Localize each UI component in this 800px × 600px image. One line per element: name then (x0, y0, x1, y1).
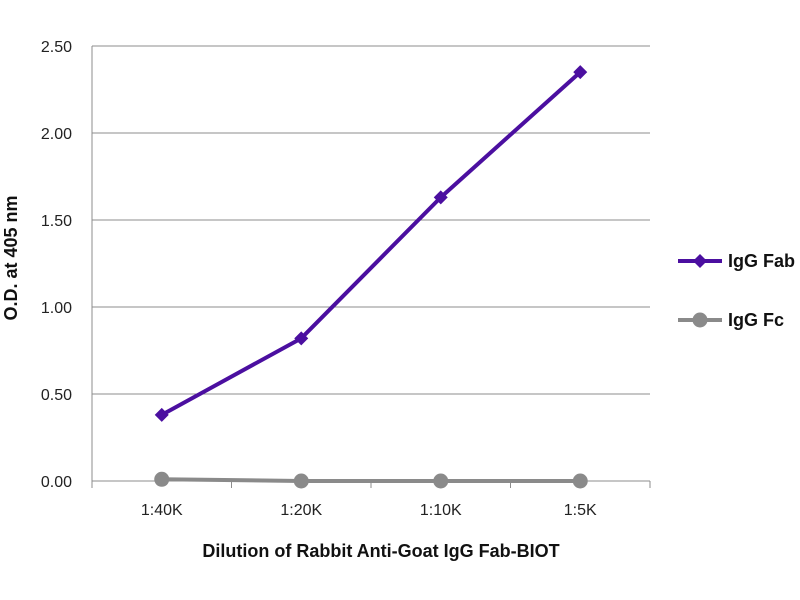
x-tick-label: 1:10K (420, 502, 462, 519)
data-point (573, 65, 588, 80)
y-tick-label: 2.50 (41, 39, 72, 56)
data-point (293, 473, 309, 489)
data-point (572, 473, 588, 489)
x-axis-title: Dilution of Rabbit Anti-Goat IgG Fab-BIO… (202, 541, 559, 561)
data-point (294, 331, 309, 346)
legend-marker (693, 254, 707, 268)
y-tick-label: 2.00 (41, 126, 72, 143)
y-tick-labels: 0.00 0.50 1.00 1.50 2.00 2.50 (41, 39, 72, 491)
series-igg-fc (154, 471, 588, 489)
y-tick-label: 0.00 (41, 474, 72, 491)
x-tick-label: 1:5K (564, 502, 597, 519)
legend-label: IgG Fc (728, 310, 784, 330)
legend-label: IgG Fab (728, 251, 795, 271)
x-tick-labels: 1:40K 1:20K 1:10K 1:5K (141, 502, 597, 519)
data-point (433, 190, 448, 205)
y-tick-label: 1.00 (41, 300, 72, 317)
y-tick-label: 0.50 (41, 387, 72, 404)
data-point (154, 407, 169, 422)
legend-entry: IgG Fc (678, 310, 784, 330)
gridlines (92, 45, 650, 395)
data-point (154, 471, 170, 487)
legend-marker (692, 312, 708, 328)
series-line (161, 477, 581, 483)
legend: IgG Fab IgG Fc (678, 251, 795, 330)
legend-entry: IgG Fab (678, 251, 795, 271)
x-tick-label: 1:20K (280, 502, 322, 519)
series-igg-fab (154, 65, 588, 422)
series-line (160, 70, 582, 417)
y-axis-title: O.D. at 405 nm (1, 195, 21, 320)
y-tick-label: 1.50 (41, 213, 72, 230)
series-group (154, 65, 588, 489)
data-point (433, 473, 449, 489)
x-tick-label: 1:40K (141, 502, 183, 519)
